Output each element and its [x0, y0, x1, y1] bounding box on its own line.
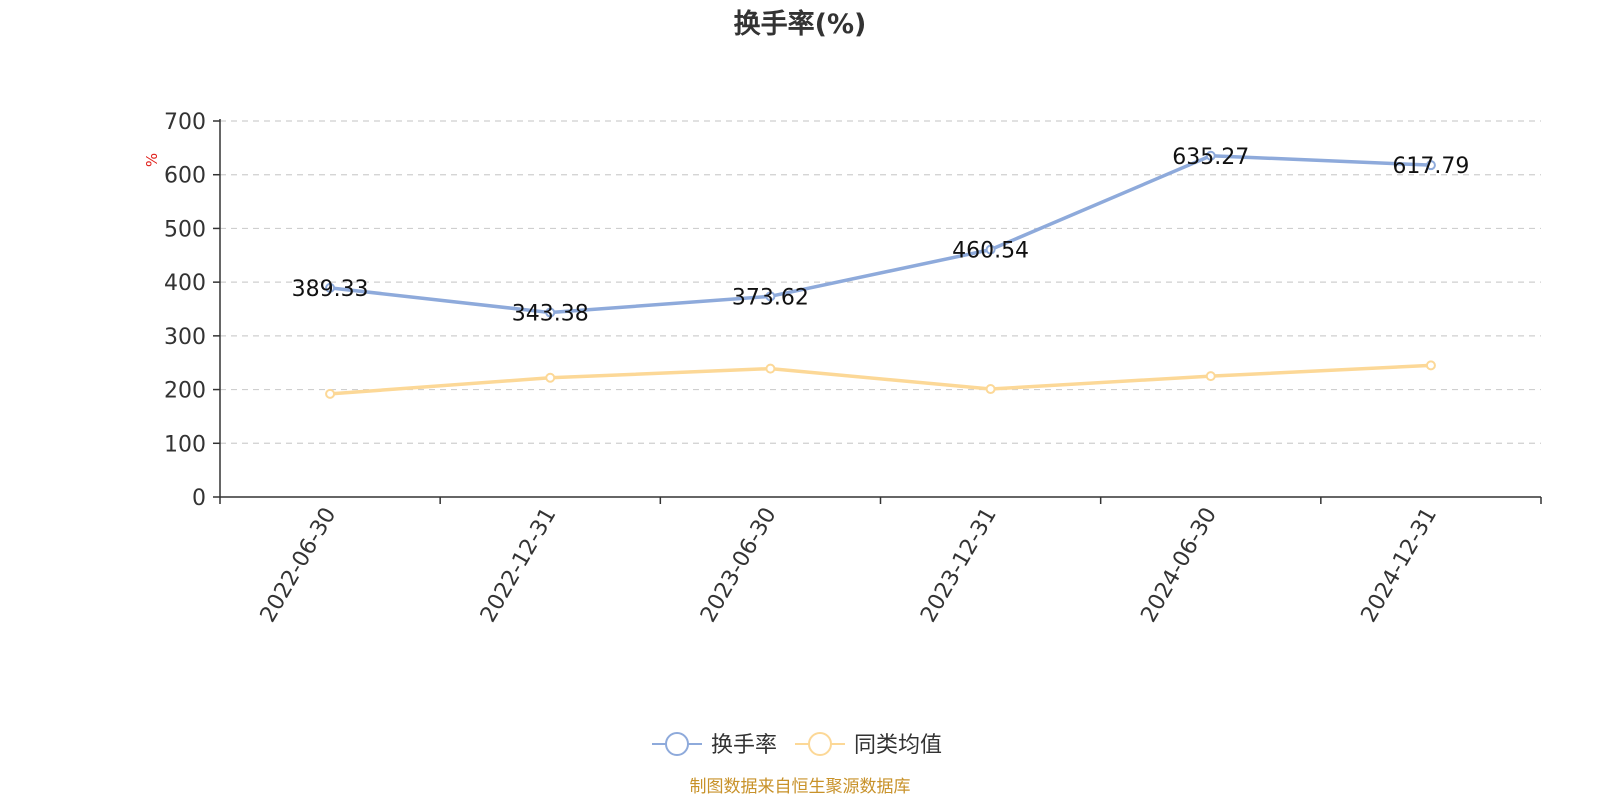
data-label: 389.33	[292, 277, 369, 302]
y-tick-label: 700	[164, 110, 206, 135]
data-point	[765, 363, 776, 374]
series-layer: 389.33 343.38 373.62 460.54 635.27 617.79	[292, 145, 1470, 399]
x-tick-label: 2023-06-30	[696, 504, 782, 627]
data-point	[1205, 371, 1216, 382]
legend-label: 同类均值	[854, 733, 942, 758]
y-tick-label: 0	[192, 486, 206, 511]
x-tick-label: 2023-12-31	[916, 503, 1002, 626]
chart-title: 换手率(%)	[734, 8, 867, 40]
y-tick-label: 200	[164, 379, 206, 404]
legend-marker-icon	[808, 732, 832, 756]
y-tick-label: 400	[164, 271, 206, 296]
series-turnover-rate: 389.33 343.38 373.62 460.54 635.27 617.79	[292, 145, 1470, 327]
data-label: 635.27	[1172, 145, 1249, 170]
y-tick-label: 600	[164, 164, 206, 189]
data-label: 343.38	[512, 302, 589, 327]
series-line	[329, 363, 1432, 396]
legend-label: 换手率	[711, 733, 777, 758]
data-point	[325, 388, 336, 399]
grid-lines	[220, 120, 1541, 444]
legend[interactable]: 换手率 同类均值	[652, 732, 942, 758]
legend-marker-icon	[665, 732, 689, 756]
series-peer-average	[325, 360, 1436, 399]
y-tick-label: 300	[164, 325, 206, 350]
x-tick-label: 2022-06-30	[256, 504, 342, 627]
data-point	[985, 244, 996, 255]
data-point	[325, 282, 336, 293]
series-line	[329, 154, 1431, 315]
x-tick-label: 2024-12-31	[1357, 504, 1443, 627]
y-axis: 0 100 200 300 400 500 600 700	[164, 110, 221, 511]
data-point	[1205, 150, 1216, 161]
data-point	[765, 291, 776, 302]
x-tick-label: 2024-06-30	[1136, 504, 1222, 627]
data-label: 617.79	[1392, 154, 1469, 179]
data-point	[545, 372, 556, 383]
data-point	[1425, 160, 1436, 171]
y-axis-unit: %	[143, 153, 161, 167]
x-axis: 2022-06-30 2022-12-31 2023-06-30 2023-12-31…	[219, 496, 1542, 627]
data-label: 373.62	[732, 285, 809, 310]
data-point	[545, 307, 556, 318]
x-tick-label: 2022-12-31	[476, 504, 562, 627]
data-point	[1425, 360, 1436, 371]
y-tick-label: 500	[164, 217, 206, 242]
y-tick-label: 100	[164, 432, 206, 457]
data-point	[985, 384, 996, 395]
data-source-note: 制图数据来自恒生聚源数据库	[690, 777, 911, 797]
legend-item-peer-average[interactable]: 同类均值	[795, 732, 942, 758]
legend-item-turnover-rate[interactable]: 换手率	[652, 732, 777, 758]
data-label: 460.54	[952, 239, 1029, 264]
